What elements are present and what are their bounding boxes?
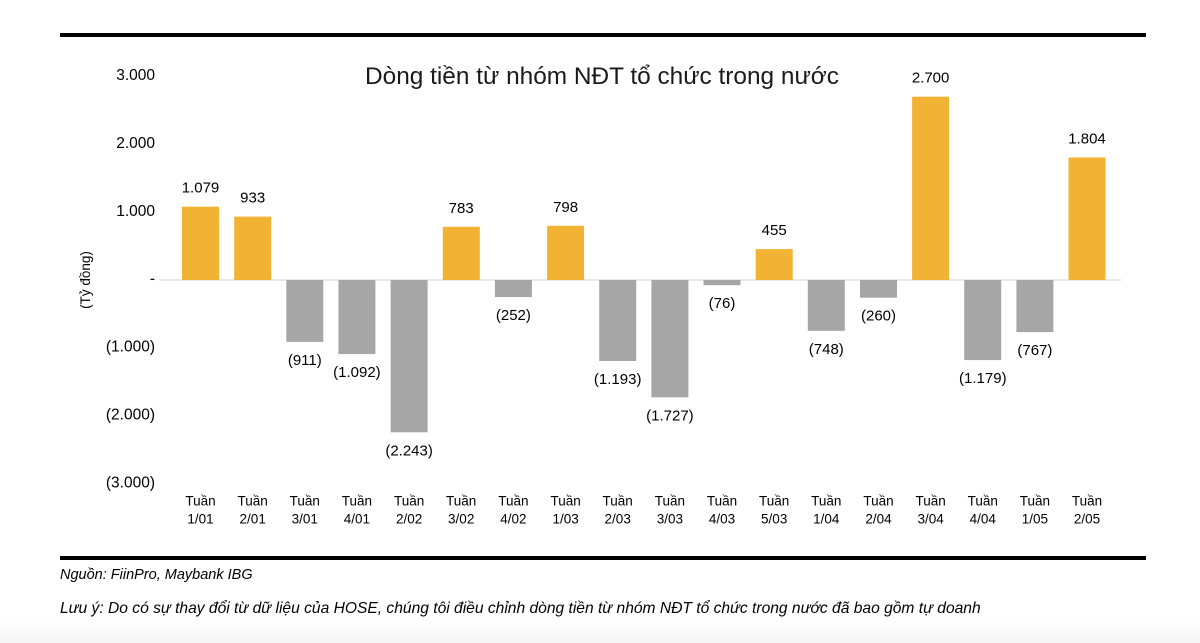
svg-text:783: 783	[449, 200, 474, 217]
svg-text:Dòng tiền từ nhóm NĐT tổ chức: Dòng tiền từ nhóm NĐT tổ chức trong nước	[365, 63, 839, 90]
svg-text:Tuần: Tuần	[185, 494, 215, 509]
svg-text:2.000: 2.000	[116, 135, 155, 152]
svg-text:Tuần: Tuần	[394, 494, 424, 509]
svg-text:(748): (748)	[809, 341, 844, 358]
svg-text:(767): (767)	[1017, 342, 1052, 359]
svg-text:(1.092): (1.092)	[333, 364, 381, 381]
svg-text:(Tỷ đồng): (Tỷ đồng)	[78, 251, 93, 309]
svg-text:(1.727): (1.727)	[646, 407, 694, 424]
svg-text:1/01: 1/01	[187, 512, 213, 527]
svg-text:5/03: 5/03	[761, 512, 787, 527]
svg-text:(3.000): (3.000)	[106, 474, 155, 491]
svg-text:Tuần: Tuần	[290, 494, 320, 509]
svg-text:Tuần: Tuần	[238, 494, 268, 509]
svg-text:Tuần: Tuần	[550, 494, 580, 509]
svg-text:(76): (76)	[709, 295, 736, 312]
svg-text:Tuần: Tuần	[707, 494, 737, 509]
svg-text:(911): (911)	[288, 352, 322, 369]
svg-text:(252): (252)	[496, 307, 531, 324]
svg-text:(2.243): (2.243)	[385, 442, 433, 459]
svg-text:798: 798	[553, 199, 578, 216]
svg-text:Tuần: Tuần	[1072, 494, 1102, 509]
svg-text:(260): (260)	[861, 308, 896, 325]
svg-text:2/02: 2/02	[396, 512, 422, 527]
svg-text:Tuần: Tuần	[1020, 494, 1050, 509]
svg-text:1.804: 1.804	[1068, 131, 1106, 148]
svg-text:2/03: 2/03	[605, 512, 631, 527]
svg-text:4/03: 4/03	[709, 512, 735, 527]
svg-text:2.700: 2.700	[912, 70, 950, 87]
svg-text:-: -	[150, 271, 155, 288]
svg-text:3/01: 3/01	[292, 512, 318, 527]
svg-text:Tuần: Tuần	[968, 494, 998, 509]
svg-text:3.000: 3.000	[116, 67, 155, 84]
svg-text:1/03: 1/03	[552, 512, 578, 527]
svg-text:Tuần: Tuần	[603, 494, 633, 509]
svg-text:1.000: 1.000	[116, 203, 155, 220]
svg-text:4/01: 4/01	[344, 512, 370, 527]
svg-text:(2.000): (2.000)	[106, 407, 155, 424]
svg-text:Tuần: Tuần	[446, 494, 476, 509]
svg-text:4/04: 4/04	[970, 512, 997, 527]
svg-text:Tuần: Tuần	[811, 494, 841, 509]
svg-text:3/04: 3/04	[917, 512, 944, 527]
svg-text:Tuần: Tuần	[759, 494, 789, 509]
svg-text:933: 933	[240, 190, 265, 207]
svg-text:2/04: 2/04	[865, 512, 892, 527]
svg-text:Tuần: Tuần	[342, 494, 372, 509]
svg-text:3/02: 3/02	[448, 512, 474, 527]
svg-text:1.079: 1.079	[182, 180, 220, 197]
svg-text:4/02: 4/02	[500, 512, 526, 527]
svg-text:1/04: 1/04	[813, 512, 840, 527]
svg-text:Tuần: Tuần	[915, 494, 945, 509]
svg-text:(1.193): (1.193)	[594, 371, 642, 388]
svg-text:Tuần: Tuần	[863, 494, 893, 509]
svg-text:Tuần: Tuần	[655, 494, 685, 509]
svg-text:(1.179): (1.179)	[959, 370, 1007, 387]
svg-text:(1.000): (1.000)	[106, 339, 155, 356]
svg-text:2/05: 2/05	[1074, 512, 1100, 527]
svg-text:Tuần: Tuần	[498, 494, 528, 509]
svg-text:2/01: 2/01	[240, 512, 266, 527]
svg-text:3/03: 3/03	[657, 512, 683, 527]
svg-text:455: 455	[762, 222, 787, 239]
svg-text:1/05: 1/05	[1022, 512, 1048, 527]
